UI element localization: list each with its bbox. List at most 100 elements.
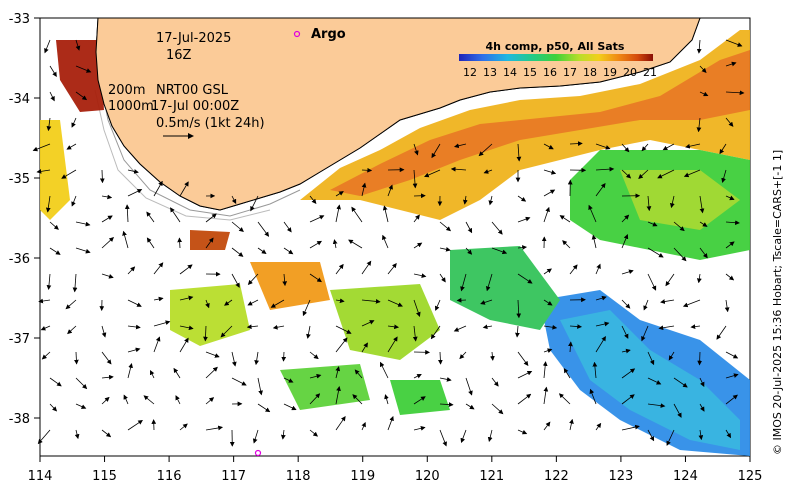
current-arrow xyxy=(699,65,707,73)
lat-tick-label: -33 xyxy=(9,12,30,27)
current-arrow xyxy=(270,299,285,308)
current-arrow xyxy=(46,273,52,290)
current-arrow xyxy=(231,247,244,257)
current-arrow xyxy=(482,324,493,330)
current-arrow xyxy=(387,324,399,330)
current-arrow xyxy=(257,377,263,396)
current-arrow xyxy=(153,262,164,275)
current-arrow xyxy=(101,325,107,338)
current-arrow xyxy=(725,373,739,379)
current-arrow xyxy=(456,297,467,303)
current-arrow xyxy=(281,351,287,362)
current-arrow xyxy=(450,166,467,172)
current-arrow xyxy=(127,419,143,431)
current-arrow xyxy=(179,423,188,431)
current-arrow xyxy=(205,213,217,223)
colorbar-tick-label: 19 xyxy=(603,66,617,79)
current-arrow xyxy=(179,325,194,331)
current-arrow xyxy=(491,403,504,415)
current-arrow xyxy=(431,143,441,159)
current-arrow xyxy=(462,195,468,205)
current-arrow xyxy=(46,117,52,132)
argo-label: Argo xyxy=(311,27,346,42)
model-time-label: 17-Jul 00:00Z xyxy=(151,99,239,114)
current-arrow xyxy=(309,195,317,205)
current-arrow xyxy=(621,348,631,354)
argo-float-marker xyxy=(254,449,262,457)
current-arrow xyxy=(430,325,441,340)
current-arrow xyxy=(67,325,77,335)
current-arrow xyxy=(32,143,51,152)
current-arrow xyxy=(487,429,493,442)
current-arrow xyxy=(127,189,143,197)
current-arrow xyxy=(382,205,389,223)
current-arrow xyxy=(44,39,51,54)
current-arrow xyxy=(40,325,51,331)
current-arrow xyxy=(49,247,61,255)
current-arrow xyxy=(37,429,51,445)
current-arrow xyxy=(380,361,389,379)
current-arrow xyxy=(641,143,649,152)
current-arrow xyxy=(591,234,597,249)
current-arrow xyxy=(101,429,112,438)
current-arrow xyxy=(558,393,571,405)
lat-tick-label: -34 xyxy=(9,92,30,107)
current-arrow xyxy=(231,273,240,288)
current-arrow xyxy=(101,396,110,405)
current-arrow xyxy=(65,299,77,310)
current-arrow xyxy=(697,351,703,366)
current-arrow xyxy=(696,273,702,284)
current-arrow xyxy=(250,195,259,212)
current-arrow xyxy=(490,351,495,361)
current-arrow xyxy=(543,348,553,353)
current-arrow xyxy=(725,394,738,405)
current-arrow xyxy=(170,207,181,223)
current-arrow xyxy=(224,299,233,306)
current-arrow xyxy=(123,394,129,405)
sst-field xyxy=(40,30,750,456)
current-arrow xyxy=(647,247,664,258)
current-arrow xyxy=(517,195,527,202)
current-arrow xyxy=(387,262,397,275)
lon-tick-label: 121 xyxy=(479,469,504,484)
current-arrow xyxy=(439,221,452,232)
current-arrow xyxy=(725,273,735,281)
current-arrow xyxy=(101,215,113,223)
current-arrow xyxy=(725,90,745,96)
current-arrow xyxy=(643,299,649,311)
current-arrow xyxy=(413,242,423,249)
current-arrow xyxy=(595,422,602,431)
current-arrow xyxy=(478,143,493,157)
current-arrow xyxy=(569,264,578,275)
lat-tick-label: -35 xyxy=(9,172,30,187)
current-arrow xyxy=(543,143,554,150)
current-arrow xyxy=(460,429,467,444)
colorbar-gradient xyxy=(459,54,653,61)
current-arrow xyxy=(413,374,422,379)
current-arrow xyxy=(569,324,582,329)
current-arrow xyxy=(179,181,189,197)
current-arrow xyxy=(179,337,189,353)
current-arrow xyxy=(647,429,655,442)
current-arrow xyxy=(205,366,218,379)
current-arrow xyxy=(75,65,92,73)
current-arrow xyxy=(205,425,223,431)
current-arrow xyxy=(127,324,141,330)
current-arrow xyxy=(252,429,259,444)
current-arrow xyxy=(563,368,571,379)
current-arrow xyxy=(483,169,493,174)
current-arrow xyxy=(73,351,79,365)
current-arrow xyxy=(543,324,558,330)
current-arrow xyxy=(683,169,701,178)
current-arrow xyxy=(220,325,233,338)
bathymetry-200m-contour xyxy=(99,79,301,217)
lon-tick-label: 116 xyxy=(157,469,182,484)
current-arrow xyxy=(127,266,136,275)
current-arrow xyxy=(335,386,341,405)
credit-label: © IMOS 20-Jul-2025 15:36 Hobart; Tscale=… xyxy=(771,150,784,455)
current-arrow xyxy=(716,325,727,340)
current-arrow xyxy=(283,403,297,411)
current-arrow xyxy=(699,91,709,97)
current-arrow xyxy=(439,429,447,447)
current-arrow xyxy=(647,403,666,408)
